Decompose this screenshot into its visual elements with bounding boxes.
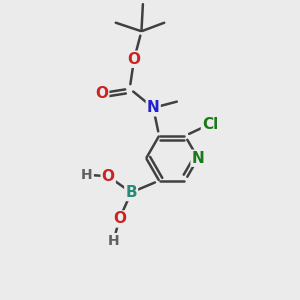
Text: B: B — [125, 185, 137, 200]
Text: Cl: Cl — [202, 116, 218, 131]
Text: N: N — [147, 100, 160, 115]
Text: O: O — [128, 52, 141, 67]
Text: H: H — [81, 168, 93, 182]
Text: O: O — [102, 169, 115, 184]
Text: H: H — [108, 234, 119, 248]
Text: O: O — [113, 212, 126, 226]
Text: O: O — [95, 85, 108, 100]
Text: N: N — [192, 151, 204, 166]
